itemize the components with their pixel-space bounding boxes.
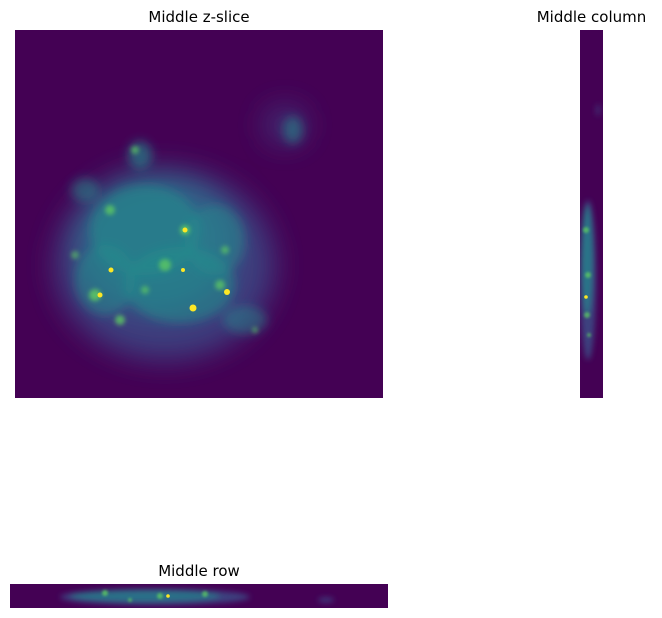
z-slice-title: Middle z-slice xyxy=(148,8,250,26)
row-image xyxy=(10,584,388,608)
z-slice-image xyxy=(15,30,383,398)
intensity-peaks xyxy=(97,227,230,312)
row-peak xyxy=(166,594,170,598)
bright-speckles xyxy=(71,146,258,333)
column-image xyxy=(580,30,603,398)
z-slice-svg xyxy=(15,30,383,398)
row-speckles xyxy=(102,590,208,602)
row-svg xyxy=(10,584,388,608)
column-structure xyxy=(580,104,600,360)
row-title: Middle row xyxy=(158,562,240,580)
column-svg xyxy=(580,30,603,398)
column-peak xyxy=(584,295,588,299)
column-title: Middle column xyxy=(536,8,647,26)
column-speckles xyxy=(583,227,591,337)
